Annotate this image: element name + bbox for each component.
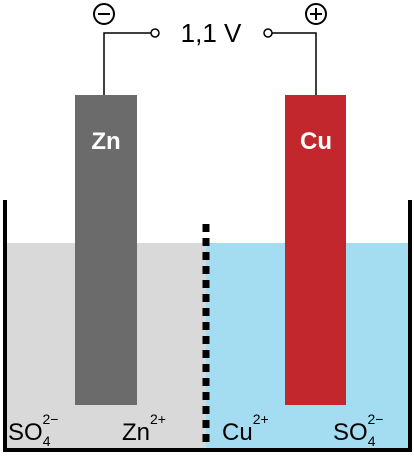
electrode-label: Cu [300,128,332,155]
copper-electrode [285,95,346,405]
ion-label: Cu2+ [222,411,269,446]
terminal-left [150,28,160,38]
ion-superscript: 2+ [150,411,166,427]
wire-right [272,32,317,95]
ion-base: SO [8,419,43,446]
ion-subscript: 4 [43,433,51,449]
electrode-label: Zn [91,128,120,155]
ion-superscript: 2+ [253,411,269,427]
wire-left [103,32,151,95]
ion-base: Cu [222,419,253,446]
ion-base: SO [333,419,368,446]
ion-base: Zn [122,419,150,446]
ion-subscript: 4 [368,433,376,449]
ion-label: SO4 2− [8,411,58,449]
terminal-right [263,28,273,38]
ion-superscript: 2− [367,411,383,427]
plus-symbol [305,3,327,25]
voltage-label: 1,1 V [181,18,242,48]
ion-label: Zn2+ [122,411,166,446]
container [3,200,412,452]
zinc-electrode [75,95,137,405]
ion-superscript: 2− [42,411,58,427]
minus-symbol [93,3,115,25]
ion-label: SO4 2− [333,411,383,449]
